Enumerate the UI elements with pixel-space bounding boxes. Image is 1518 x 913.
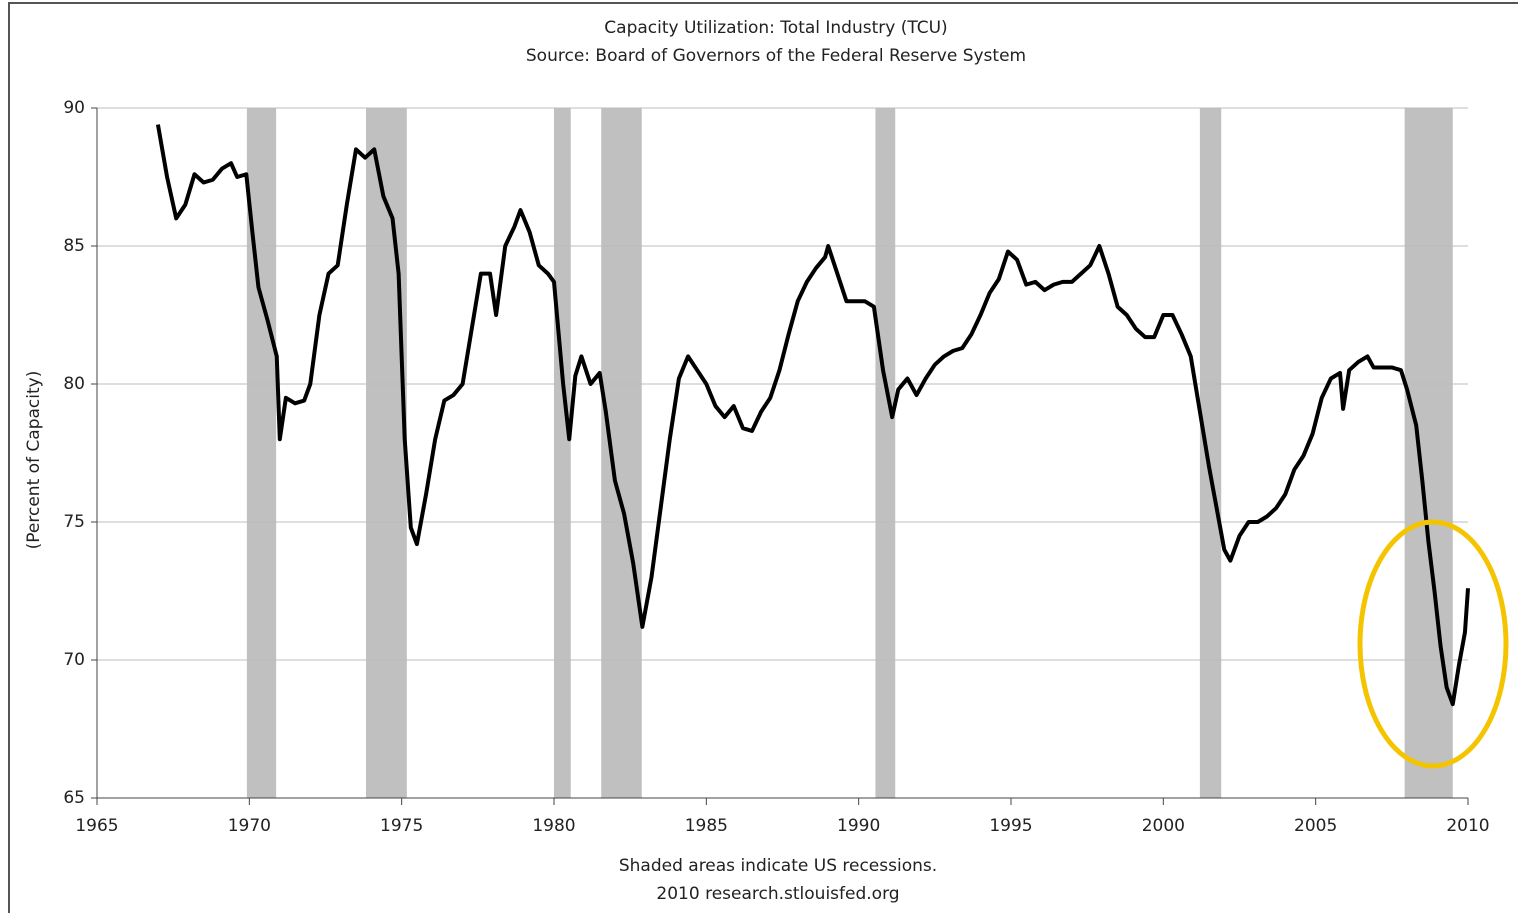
recession-band xyxy=(1199,108,1222,798)
y-tick-label: 85 xyxy=(63,236,85,256)
recession-band xyxy=(875,108,896,798)
y-tick-label: 70 xyxy=(63,650,85,670)
chart-title: Capacity Utilization: Total Industry (TC… xyxy=(604,18,947,38)
data-line xyxy=(155,124,1470,707)
y-tick-label: 90 xyxy=(63,98,85,118)
recession-band xyxy=(1404,108,1453,798)
x-tick-label: 1985 xyxy=(685,816,728,836)
highlight-ellipse xyxy=(1357,519,1509,769)
recession-band xyxy=(601,108,642,798)
x-tick-label: 1970 xyxy=(228,816,271,836)
footer-note: Shaded areas indicate US recessions. xyxy=(619,856,937,876)
x-tick-label: 1980 xyxy=(532,816,575,836)
x-tick-label: 2010 xyxy=(1446,816,1489,836)
x-tick-label: 1975 xyxy=(380,816,423,836)
x-tick-label: 2005 xyxy=(1294,816,1337,836)
x-tick-label: 1965 xyxy=(75,816,118,836)
x-tick-label: 2000 xyxy=(1142,816,1185,836)
x-tick-label: 1990 xyxy=(837,816,880,836)
footer-source: 2010 research.stlouisfed.org xyxy=(656,884,899,904)
recession-band xyxy=(366,108,407,798)
frame xyxy=(8,2,1518,913)
y-tick-label: 65 xyxy=(63,788,85,808)
plot-area: 65 70 75 80 85 90 1965 1970 1975 1980 1985 1990 1995… xyxy=(63,98,1489,836)
y-axis-label: (Percent of Capacity) xyxy=(24,371,44,550)
y-tick-label: 80 xyxy=(63,374,85,394)
chart-subtitle: Source: Board of Governors of the Federa… xyxy=(526,46,1026,66)
y-tick-label: 75 xyxy=(63,512,85,532)
x-tick-label: 1995 xyxy=(989,816,1032,836)
recession-band xyxy=(554,108,571,798)
